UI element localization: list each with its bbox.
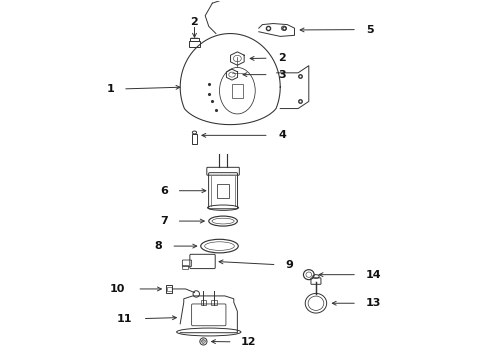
Text: 2: 2 xyxy=(190,17,198,27)
Text: 5: 5 xyxy=(365,24,373,35)
Text: 9: 9 xyxy=(285,260,293,270)
Text: 10: 10 xyxy=(109,284,124,294)
Text: 3: 3 xyxy=(278,69,285,80)
Text: 7: 7 xyxy=(160,216,167,226)
Text: 11: 11 xyxy=(116,314,132,324)
Text: 6: 6 xyxy=(160,186,167,196)
Text: 8: 8 xyxy=(154,241,162,251)
Text: 2: 2 xyxy=(278,53,285,63)
Text: 1: 1 xyxy=(106,84,114,94)
Text: 4: 4 xyxy=(278,130,286,140)
Text: 13: 13 xyxy=(365,298,381,308)
Text: 14: 14 xyxy=(365,270,381,280)
Text: 12: 12 xyxy=(241,337,256,347)
